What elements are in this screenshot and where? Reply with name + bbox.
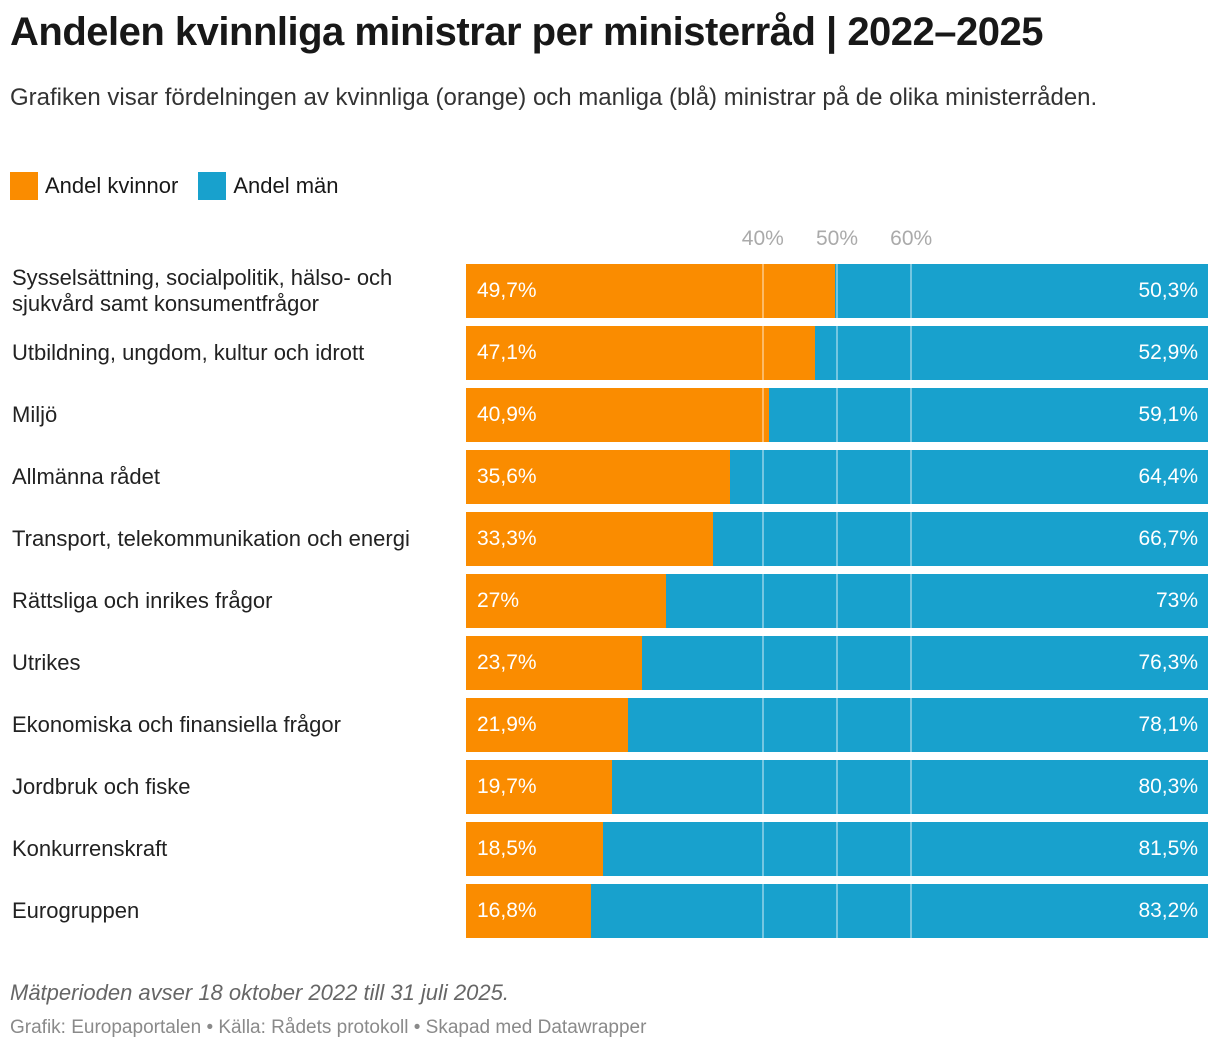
value-label-women: 33,3% xyxy=(477,527,537,550)
value-label-men: 78,1% xyxy=(1138,713,1198,736)
bar-women xyxy=(466,264,835,318)
bar-men xyxy=(769,388,1208,442)
bar-row: Utbildning, ungdom, kultur och idrott 47,… xyxy=(0,326,1220,380)
bar-men xyxy=(730,450,1208,504)
bar-women xyxy=(466,388,770,442)
bar-men xyxy=(834,264,1208,318)
bar-women xyxy=(466,884,591,938)
bar-women xyxy=(466,450,731,504)
value-label-men: 50,3% xyxy=(1138,279,1198,302)
bar-men xyxy=(815,326,1208,380)
category-label: Utbildning, ungdom, kultur och idrott xyxy=(12,340,365,365)
bar-row: Ekonomiska och finansiella frågor 21,9% 78… xyxy=(0,698,1220,752)
legend-label-women: Andel kvinnor xyxy=(45,173,179,198)
bar-men xyxy=(641,636,1208,690)
legend-item-men: Andel män xyxy=(198,172,339,200)
bar-women xyxy=(466,574,667,628)
category-label: Rättsliga och inrikes frågor xyxy=(12,588,273,613)
category-label: Eurogruppen xyxy=(12,898,140,923)
bar-women xyxy=(466,512,714,566)
bar-women xyxy=(466,822,604,876)
bar-row: Konkurrenskraft 18,5% 81,5% xyxy=(0,822,1220,876)
value-label-women: 40,9% xyxy=(477,403,537,426)
bar-row: Miljö 40,9% 59,1% xyxy=(0,388,1220,442)
gridline xyxy=(910,264,912,938)
legend-item-women: Andel kvinnor xyxy=(10,172,178,200)
category-label: Ekonomiska och finansiella frågor xyxy=(12,712,341,737)
value-label-women: 49,7% xyxy=(477,279,537,302)
value-label-men: 59,1% xyxy=(1138,403,1198,426)
value-label-women: 19,7% xyxy=(477,775,537,798)
bar-men xyxy=(590,884,1208,938)
bar-row: Allmänna rådet 35,6% 64,4% xyxy=(0,450,1220,504)
category-label: Jordbruk och fiske xyxy=(12,774,191,799)
bar-row: Transport, telekommunikation och energi 3… xyxy=(0,512,1220,566)
category-label: Miljö xyxy=(12,402,58,427)
category-label: Allmänna rådet xyxy=(12,464,160,489)
value-label-women: 47,1% xyxy=(477,341,537,364)
gridline xyxy=(836,264,838,938)
legend-swatch-men xyxy=(198,172,227,200)
bar-men xyxy=(612,760,1208,814)
x-tick-label: 50% xyxy=(815,227,859,250)
bar-women xyxy=(466,698,629,752)
bar-row: Sysselsättning, socialpolitik, hälso- oc… xyxy=(0,264,1220,318)
value-label-men: 76,3% xyxy=(1138,651,1198,674)
bar-men xyxy=(628,698,1208,752)
bar-row: Eurogruppen 16,8% 83,2% xyxy=(0,884,1220,938)
value-label-women: 35,6% xyxy=(477,465,537,488)
category-label: Transport, telekommunikation och energi xyxy=(12,526,410,551)
bar-men xyxy=(666,574,1208,628)
x-tick-label: 40% xyxy=(741,227,784,250)
bar-women xyxy=(466,636,642,690)
bar-row: Rättsliga och inrikes frågor 27% 73% xyxy=(0,574,1220,628)
bar-women xyxy=(466,326,816,380)
bar-men xyxy=(603,822,1208,876)
legend: Andel kvinnor Andel män xyxy=(10,172,339,200)
value-label-men: 52,9% xyxy=(1138,341,1198,364)
value-label-men: 64,4% xyxy=(1138,465,1198,488)
source-line: Grafik: Europaportalen • Källa: Rådets p… xyxy=(10,1017,647,1038)
category-label: Utrikes xyxy=(12,650,81,675)
legend-label-men: Andel män xyxy=(233,173,339,198)
bar-row: Jordbruk och fiske 19,7% 80,3% xyxy=(0,760,1220,814)
value-label-men: 80,3% xyxy=(1138,775,1198,798)
value-label-men: 81,5% xyxy=(1138,837,1198,860)
category-label: Sysselsättning, socialpolitik, hälso- oc… xyxy=(12,265,393,316)
value-label-men: 66,7% xyxy=(1138,527,1198,550)
legend-swatch-women xyxy=(10,172,38,200)
value-label-women: 23,7% xyxy=(477,651,537,674)
chart-title: Andelen kvinnliga ministrar per minister… xyxy=(10,10,1044,54)
value-label-men: 83,2% xyxy=(1138,899,1198,922)
value-label-women: 16,8% xyxy=(477,899,537,922)
value-label-women: 21,9% xyxy=(477,713,537,736)
value-label-women: 27% xyxy=(477,589,520,612)
chart-subtitle: Grafiken visar fördelningen av kvinnliga… xyxy=(10,84,1098,111)
footnote: Mätperioden avser 18 oktober 2022 till 3… xyxy=(10,980,509,1005)
value-label-men: 73% xyxy=(1155,589,1198,612)
bar-row: Utrikes 23,7% 76,3% xyxy=(0,636,1220,690)
x-tick-label: 60% xyxy=(890,227,933,250)
category-label: Konkurrenskraft xyxy=(12,836,168,861)
bar-men xyxy=(713,512,1208,566)
bar-women xyxy=(466,760,613,814)
value-label-women: 18,5% xyxy=(477,837,537,860)
gridline xyxy=(762,264,764,938)
